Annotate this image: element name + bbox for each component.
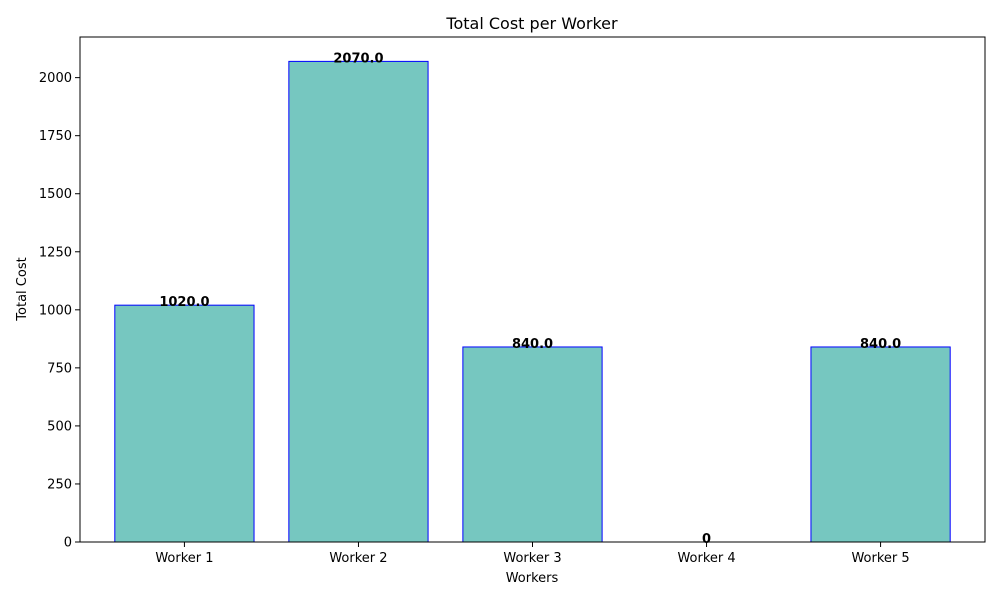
y-tick-label: 1250 xyxy=(39,245,72,260)
y-tick-label: 1000 xyxy=(39,303,72,318)
bar-1 xyxy=(114,304,255,543)
axes-layer: 0 250 500 750 1000 1250 1500 1750 2000 Worker 1 Wo… xyxy=(39,36,986,566)
bar-2 xyxy=(288,60,429,543)
bars-layer xyxy=(114,60,951,543)
y-tick-label: 2000 xyxy=(39,71,72,86)
x-tick-label: Worker 1 xyxy=(155,551,213,566)
x-tick-label: Worker 3 xyxy=(503,551,561,566)
x-tick-label: Worker 5 xyxy=(851,551,909,566)
chart-title: Total Cost per Worker xyxy=(445,14,618,33)
y-tick-label: 250 xyxy=(47,477,72,492)
y-tick-label: 0 xyxy=(64,536,72,551)
bar-5 xyxy=(810,346,951,543)
data-labels-layer: 1020.0 2070.0 840.0 0 840.0 xyxy=(159,51,901,547)
x-axis-label: Workers xyxy=(506,571,559,586)
y-tick-label: 1500 xyxy=(39,187,72,202)
x-tick-label: Worker 2 xyxy=(329,551,387,566)
y-tick-label: 750 xyxy=(47,361,72,376)
data-label-4: 0 xyxy=(702,532,711,547)
y-axis-label: Total Cost xyxy=(15,257,30,321)
data-label-1: 1020.0 xyxy=(159,295,209,310)
y-tick-label: 500 xyxy=(47,419,72,434)
data-label-3: 840.0 xyxy=(512,337,553,352)
data-label-5: 840.0 xyxy=(860,337,901,352)
x-tick-label: Worker 4 xyxy=(677,551,735,566)
bar-3 xyxy=(462,346,603,543)
y-tick-label: 1750 xyxy=(39,129,72,144)
data-label-2: 2070.0 xyxy=(333,51,383,66)
